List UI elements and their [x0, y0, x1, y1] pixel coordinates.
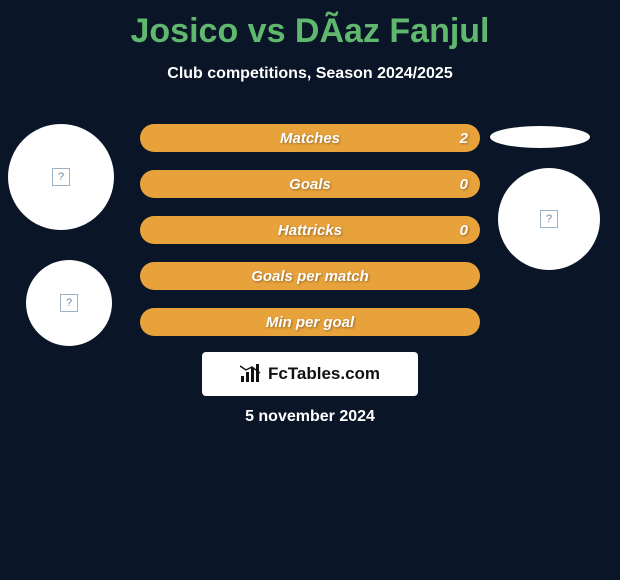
stat-bar-min-per-goal: Min per goal — [140, 308, 480, 336]
stat-label: Goals — [289, 176, 331, 193]
stat-value: 0 — [460, 222, 468, 239]
stat-value: 2 — [460, 130, 468, 147]
avatar-left-top: ? — [8, 124, 114, 230]
brand-box: FcTables.com — [202, 352, 418, 396]
brand-text: FcTables.com — [268, 364, 380, 384]
stats-bars: Matches 2 Goals 0 Hattricks 0 Goals per … — [140, 124, 480, 354]
stat-bar-goals: Goals 0 — [140, 170, 480, 198]
placeholder-icon: ? — [540, 210, 558, 228]
stat-label: Hattricks — [278, 222, 342, 239]
stat-bar-hattricks: Hattricks 0 — [140, 216, 480, 244]
placeholder-icon: ? — [60, 294, 78, 312]
stat-label: Min per goal — [266, 314, 354, 331]
stat-value: 0 — [460, 176, 468, 193]
stat-label: Matches — [280, 130, 340, 147]
placeholder-icon: ? — [52, 168, 70, 186]
avatar-right: ? — [498, 168, 600, 270]
page-title: Josico vs DÃ­az Fanjul — [0, 0, 620, 51]
page-subtitle: Club competitions, Season 2024/2025 — [0, 65, 620, 83]
footer-date: 5 november 2024 — [0, 408, 620, 426]
chart-bars-icon — [240, 364, 262, 384]
stat-label: Goals per match — [251, 268, 369, 285]
avatar-left-bottom: ? — [26, 260, 112, 346]
stat-bar-goals-per-match: Goals per match — [140, 262, 480, 290]
ellipse-shape — [490, 126, 590, 148]
stat-bar-matches: Matches 2 — [140, 124, 480, 152]
